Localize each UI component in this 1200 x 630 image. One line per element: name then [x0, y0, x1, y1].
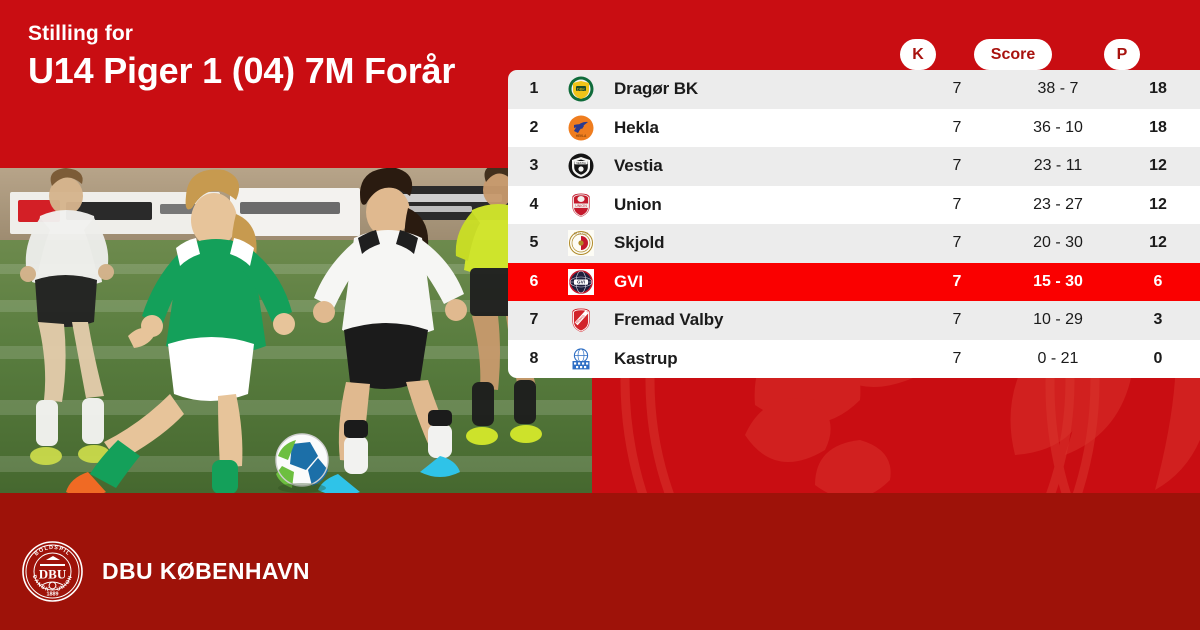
- row-team-name: GVI: [614, 271, 643, 291]
- header-eyebrow: Stilling for: [28, 22, 134, 45]
- footer-band: [0, 493, 1200, 630]
- dbu-logo-icon: BOLDSPIL DANSK · UNION DBU 1889: [22, 541, 83, 602]
- row-matches: 7: [952, 349, 962, 367]
- row-rank: 4: [529, 195, 539, 213]
- page-title: U14 Piger 1 (04) 7M Forår: [28, 50, 456, 92]
- row-team-name: Skjold: [614, 233, 665, 253]
- row-matches: 7: [952, 195, 962, 213]
- svg-text:GVI: GVI: [577, 279, 585, 284]
- club-logo-gvi: GVI: [560, 268, 602, 295]
- svg-text:BK SKJOLD: BK SKJOLD: [574, 232, 588, 236]
- row-team-name: Dragør BK: [614, 79, 699, 99]
- row-team-name: Vestia: [614, 156, 663, 176]
- header-text-block: Stilling for U14 Piger 1 (04) 7M Forår: [28, 22, 455, 91]
- row-points: 18: [1149, 118, 1167, 136]
- table-row[interactable]: 1 DBK Dragør BK 7 38 - 7 18: [508, 70, 1200, 109]
- row-team-name: Fremad Valby: [614, 310, 724, 330]
- table-row[interactable]: 3 VESTIA Vestia 7 23 - 11 12: [508, 147, 1200, 186]
- svg-text:BOLDSPIL: BOLDSPIL: [34, 545, 72, 557]
- match-photo: [0, 168, 592, 493]
- standings-table: 1 DBK Dragør BK 7 38 - 7 18 2 HEKLA Hekl…: [508, 70, 1200, 378]
- svg-text:DBK: DBK: [577, 87, 586, 92]
- row-rank: 7: [529, 311, 539, 329]
- row-score: 23 - 11: [1033, 157, 1083, 175]
- row-points: 18: [1149, 80, 1167, 98]
- row-matches: 7: [952, 234, 962, 252]
- club-logo-fremad-valby: FREMAD: [560, 307, 602, 333]
- svg-text:HEKLA: HEKLA: [576, 134, 587, 138]
- row-matches: 7: [952, 157, 962, 175]
- row-score: 0 - 21: [1037, 349, 1079, 367]
- row-matches: 7: [952, 311, 962, 329]
- row-points: 0: [1153, 349, 1163, 367]
- table-row[interactable]: 2 HEKLA Hekla 7 36 - 10 18: [508, 108, 1200, 147]
- row-team-name: Kastrup: [614, 348, 678, 368]
- column-header-p: P: [1104, 39, 1140, 70]
- table-row-highlighted[interactable]: 6 GVI GVI 7 15 - 30 6: [508, 262, 1200, 301]
- row-rank: 3: [529, 157, 539, 175]
- club-logo-vestia: VESTIA: [560, 153, 602, 179]
- row-points: 6: [1153, 272, 1163, 290]
- column-header-k: K: [900, 39, 936, 70]
- row-score: 38 - 7: [1037, 80, 1079, 98]
- svg-text:UNION: UNION: [575, 204, 587, 208]
- row-score: 20 - 30: [1033, 234, 1083, 252]
- club-logo-hekla: HEKLA: [560, 115, 602, 141]
- table-row[interactable]: 7 FREMAD Fremad Valby 7 10 - 29 3: [508, 301, 1200, 340]
- row-rank: 2: [529, 118, 539, 136]
- row-score: 15 - 30: [1033, 272, 1083, 290]
- row-team-name: Hekla: [614, 117, 659, 137]
- club-logo-dragor: DBK: [560, 76, 602, 102]
- club-logo-skjold: BK SKJOLD: [560, 230, 602, 257]
- club-logo-union: UNION: [560, 192, 602, 218]
- svg-text:DBU: DBU: [39, 567, 67, 582]
- row-score: 36 - 10: [1033, 118, 1083, 136]
- row-matches: 7: [952, 118, 962, 136]
- footer-wordmark: DBU KØBENHAVN: [102, 558, 310, 584]
- footer-brand: BOLDSPIL DANSK · UNION DBU 1889 DBU KØBE…: [22, 541, 310, 602]
- row-rank: 1: [529, 80, 539, 98]
- svg-text:VESTIA: VESTIA: [576, 161, 586, 165]
- row-points: 3: [1153, 311, 1163, 329]
- row-score: 23 - 27: [1033, 195, 1083, 213]
- club-logo-kastrup: [560, 345, 602, 372]
- row-points: 12: [1149, 234, 1167, 252]
- column-header-score: Score: [974, 39, 1052, 70]
- row-score: 10 - 29: [1033, 311, 1083, 329]
- row-rank: 6: [529, 272, 539, 290]
- row-matches: 7: [952, 272, 962, 290]
- row-team-name: Union: [614, 194, 662, 214]
- row-points: 12: [1149, 157, 1167, 175]
- row-points: 12: [1149, 195, 1167, 213]
- table-row[interactable]: 4 UNION Union 7 23 - 27 12: [508, 185, 1200, 224]
- row-rank: 5: [529, 234, 539, 252]
- table-row[interactable]: 5 BK SKJOLD Skjold 7 20 - 30 12: [508, 224, 1200, 263]
- table-column-headers: K Score P: [508, 39, 1200, 71]
- svg-text:1889: 1889: [47, 592, 59, 598]
- table-row[interactable]: 8 Kastrup 7 0 - 21 0: [508, 339, 1200, 378]
- row-matches: 7: [952, 80, 962, 98]
- row-rank: 8: [529, 349, 539, 367]
